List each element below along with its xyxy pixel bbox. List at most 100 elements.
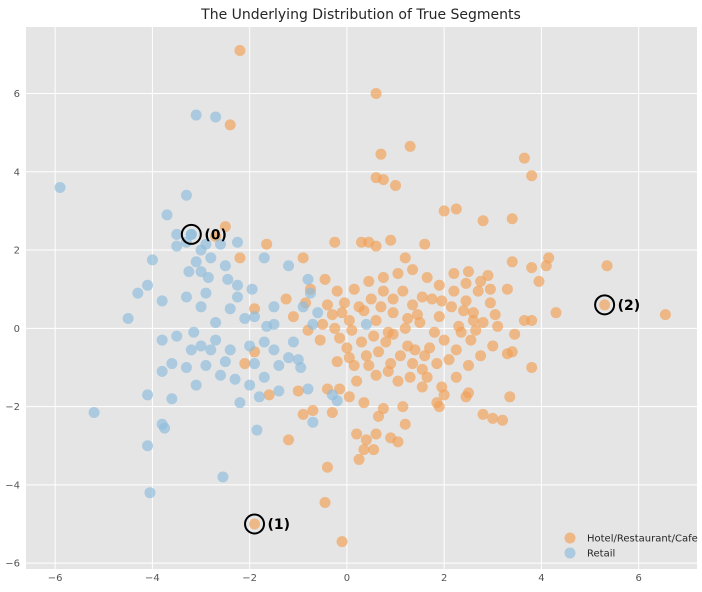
legend-label: Hotel/Restaurant/Cafe (587, 534, 698, 545)
point-hotel-restaurant-cafe (404, 371, 416, 383)
point-hotel-restaurant-cafe (458, 305, 470, 317)
point-retail (273, 360, 285, 372)
point-hotel-restaurant-cafe (363, 360, 375, 372)
point-retail (232, 291, 244, 303)
point-hotel-restaurant-cafe (219, 221, 231, 233)
point-retail (144, 487, 156, 499)
point-retail (219, 260, 231, 272)
point-retail (205, 344, 217, 356)
point-retail (312, 307, 324, 319)
point-hotel-restaurant-cafe (334, 332, 346, 344)
point-retail (88, 406, 100, 418)
y-tick-label: 0 (14, 324, 20, 335)
point-hotel-restaurant-cafe (518, 152, 530, 164)
point-hotel-restaurant-cafe (375, 148, 387, 160)
point-retail (297, 301, 309, 313)
point-retail (195, 266, 207, 278)
annotations: (0) (1) (2) (180, 223, 640, 535)
point-hotel-restaurant-cafe (467, 307, 479, 319)
x-tick-label: 0 (344, 573, 350, 584)
point-hotel-restaurant-cafe (428, 326, 440, 338)
point-hotel-restaurant-cafe (438, 205, 450, 217)
point-hotel-restaurant-cafe (462, 360, 474, 372)
point-hotel-restaurant-cafe (399, 418, 411, 430)
point-hotel-restaurant-cafe (421, 371, 433, 383)
x-tick-label: 6 (635, 573, 641, 584)
point-hotel-restaurant-cafe (399, 322, 411, 334)
point-hotel-restaurant-cafe (287, 311, 299, 323)
point-hotel-restaurant-cafe (509, 328, 521, 340)
point-hotel-restaurant-cafe (336, 536, 348, 548)
point-hotel-restaurant-cafe (263, 389, 275, 401)
point-hotel-restaurant-cafe (506, 346, 518, 358)
point-retail (171, 330, 183, 342)
annotation-label: (0) (204, 227, 227, 243)
point-hotel-restaurant-cafe (436, 295, 448, 307)
point-retail (202, 271, 214, 283)
y-tick-label: −6 (5, 559, 20, 570)
point-retail (210, 334, 222, 346)
point-retail (224, 303, 236, 315)
point-retail (249, 311, 261, 323)
point-hotel-restaurant-cafe (599, 299, 611, 311)
legend: Hotel/Restaurant/Cafe Retail (564, 532, 698, 560)
point-hotel-restaurant-cafe (497, 414, 509, 426)
point-hotel-restaurant-cafe (433, 311, 445, 323)
point-hotel-restaurant-cafe (317, 318, 329, 330)
point-hotel-restaurant-cafe (356, 336, 367, 348)
point-retail (287, 336, 299, 348)
point-hotel-restaurant-cafe (338, 297, 350, 309)
point-hotel-restaurant-cafe (475, 350, 487, 362)
point-hotel-restaurant-cafe (390, 179, 402, 191)
point-hotel-restaurant-cafe (368, 330, 380, 342)
point-retail (142, 440, 154, 452)
point-hotel-restaurant-cafe (234, 252, 246, 264)
point-hotel-restaurant-cafe (526, 361, 538, 373)
point-hotel-restaurant-cafe (321, 299, 333, 311)
point-retail (195, 340, 207, 352)
point-hotel-restaurant-cafe (448, 285, 460, 297)
point-retail (229, 373, 241, 385)
point-hotel-restaurant-cafe (319, 496, 331, 508)
point-hotel-restaurant-cafe (467, 315, 479, 327)
point-hotel-restaurant-cafe (348, 360, 360, 372)
point-hotel-restaurant-cafe (387, 328, 399, 340)
point-hotel-restaurant-cafe (433, 279, 445, 291)
point-hotel-restaurant-cafe (392, 436, 404, 448)
point-retail (183, 266, 195, 278)
point-hotel-restaurant-cafe (331, 285, 343, 297)
point-hotel-restaurant-cafe (377, 271, 389, 283)
point-retail (268, 344, 280, 356)
point-hotel-restaurant-cafe (387, 293, 399, 305)
point-retail (156, 334, 168, 346)
point-hotel-restaurant-cafe (482, 269, 494, 281)
point-hotel-restaurant-cafe (416, 291, 428, 303)
point-retail (239, 313, 251, 325)
point-retail (244, 379, 256, 391)
point-hotel-restaurant-cafe (526, 170, 538, 182)
point-hotel-restaurant-cafe (450, 371, 462, 383)
point-hotel-restaurant-cafe (411, 309, 423, 321)
point-hotel-restaurant-cafe (533, 275, 545, 287)
point-hotel-restaurant-cafe (348, 283, 360, 295)
point-hotel-restaurant-cafe (377, 285, 389, 297)
point-hotel-restaurant-cafe (373, 346, 385, 358)
point-hotel-restaurant-cafe (489, 309, 501, 321)
point-hotel-restaurant-cafe (399, 252, 411, 264)
point-hotel-restaurant-cafe (492, 320, 504, 332)
y-tick-label: 2 (14, 246, 20, 257)
point-hotel-restaurant-cafe (487, 412, 499, 424)
point-hotel-restaurant-cafe (368, 444, 380, 456)
point-hotel-restaurant-cafe (426, 293, 438, 305)
point-hotel-restaurant-cafe (438, 334, 450, 346)
point-retail (156, 365, 168, 377)
point-hotel-restaurant-cafe (377, 174, 389, 186)
point-hotel-restaurant-cafe (385, 234, 397, 246)
point-retail (188, 326, 200, 338)
point-retail (190, 379, 202, 391)
point-retail (234, 397, 246, 409)
point-retail (54, 181, 66, 193)
point-retail (249, 358, 261, 370)
point-retail (159, 422, 171, 434)
